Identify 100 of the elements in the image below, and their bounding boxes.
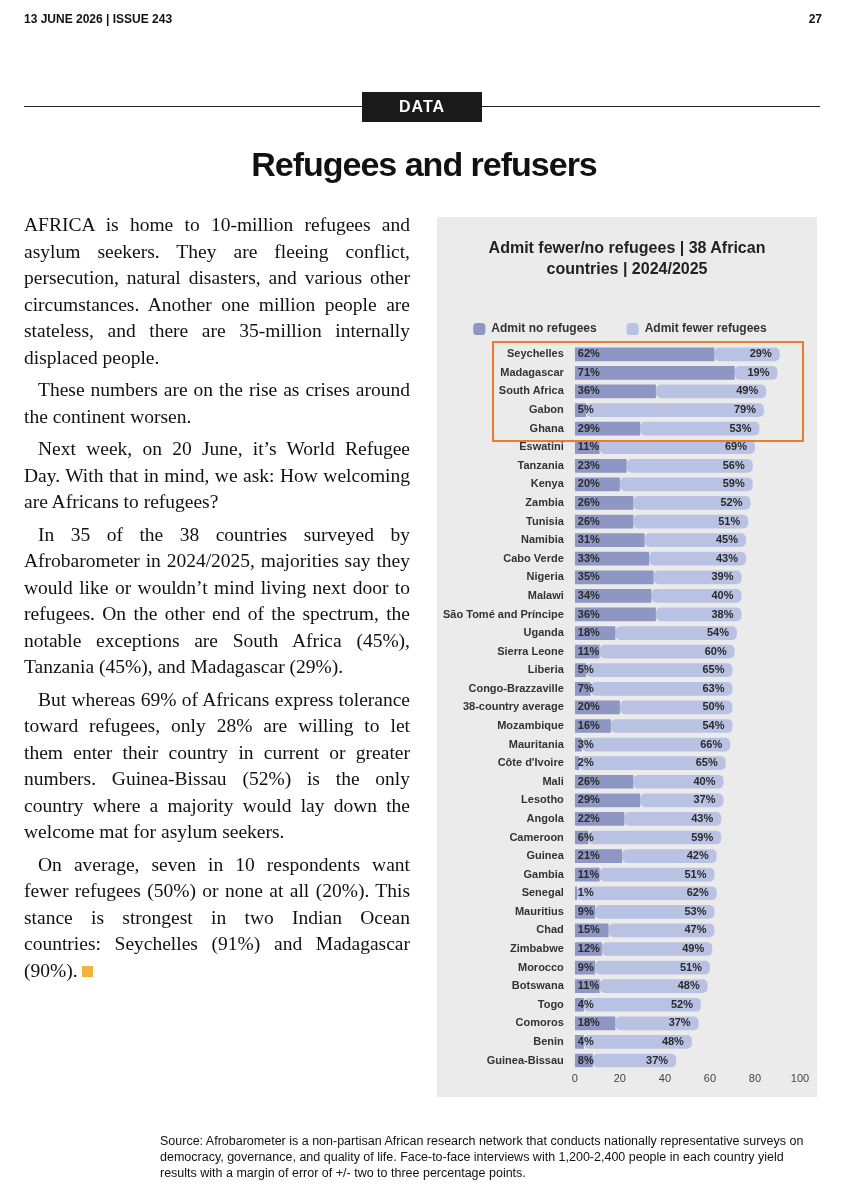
y-tick-label: Cabo Verde xyxy=(503,551,564,564)
data-label: 2% xyxy=(577,756,594,769)
data-label: 51% xyxy=(684,867,707,880)
data-label: 69% xyxy=(724,440,748,453)
data-label: 59% xyxy=(722,477,745,490)
data-label: 20% xyxy=(577,700,601,713)
data-label: 52% xyxy=(720,496,743,508)
y-tick-label: São Tomé and Príncipe xyxy=(442,607,564,620)
bar xyxy=(599,867,715,882)
bar xyxy=(633,496,751,510)
y-tick-label: Chad xyxy=(536,923,564,936)
bar xyxy=(601,942,713,956)
y-tick-label: Namibia xyxy=(521,533,565,546)
text: In 35 of the 38 countries surveyed by Afrobarometer in 2024/2025, majorities say they would like or wouldn’t mind living next door to refugees. On the other end of the spectrum, the notable exceptions are South Africa (45%), Tanzania (45%), and Madagascar (29%). xyxy=(24,522,410,679)
data-label: 60% xyxy=(704,644,727,657)
data-label: 9% xyxy=(577,904,594,917)
data-label: 62% xyxy=(577,347,601,360)
data-label: 79% xyxy=(733,403,757,416)
source-note: Source: Afrobarometer is a non-partisan African research network that conducts nationally representative surveys on democracy, governance, and quality of life. Face-to-face interviews with 1,200-2,400 people in each country yield results with a margin of error of +/- two to three percentage points. xyxy=(160,1133,805,1181)
y-tick-label: Tunisia xyxy=(526,514,565,527)
text: DATA xyxy=(362,92,482,122)
data-label: 29% xyxy=(577,793,601,806)
bar xyxy=(599,644,735,659)
x-tick-label: 100 xyxy=(790,1072,810,1085)
bar xyxy=(577,886,717,901)
text: These numbers are on the rise as crises around the continent worsen. xyxy=(24,378,410,429)
text: But whereas 69% of Africans express tolerance toward refugees, only 28% are willing to let them enter their country in current or greater numbers. Guinea-Bissau (52%) is the only country where a majority would lay down the welcome mat for asylum seekers. xyxy=(24,687,410,844)
bar xyxy=(574,347,715,362)
data-label: 3% xyxy=(577,737,594,750)
y-tick-label: Botswana xyxy=(511,979,565,992)
bar xyxy=(644,533,746,547)
data-label: 48% xyxy=(677,979,700,992)
data-label: 29% xyxy=(577,421,601,434)
bar xyxy=(622,849,717,863)
data-label: 49% xyxy=(736,384,759,397)
data-label: 26% xyxy=(577,774,601,787)
data-label: 54% xyxy=(702,719,725,732)
data-label: 37% xyxy=(668,1016,691,1029)
y-tick-label: Mali xyxy=(542,774,564,787)
y-tick-label: Angola xyxy=(526,811,565,824)
data-label: 22% xyxy=(577,811,601,824)
data-label: 26% xyxy=(577,514,601,527)
data-label: 45% xyxy=(715,533,739,546)
data-label: 43% xyxy=(715,551,739,564)
x-tick-label: 80 xyxy=(748,1072,762,1085)
y-tick-label: Madagascar xyxy=(500,365,565,378)
data-label: 65% xyxy=(702,663,725,676)
text: Next week, on 20 June, it’s World Refugee Day. With that in mind, we ask: How welcoming are Africans to refugees? xyxy=(24,437,410,514)
data-label: 33% xyxy=(577,551,601,564)
y-tick-label: Benin xyxy=(533,1034,565,1047)
data-label: 35% xyxy=(577,570,601,583)
data-label: 40% xyxy=(711,588,734,601)
x-tick-label: 60 xyxy=(703,1072,717,1085)
y-tick-label: Uganda xyxy=(523,626,565,639)
y-tick-label: Guinea-Bissau xyxy=(486,1053,564,1066)
y-tick-label: Sierra Leone xyxy=(497,644,564,657)
data-label: 39% xyxy=(711,570,734,583)
y-tick-label: Gabon xyxy=(528,403,565,416)
bar xyxy=(610,719,733,733)
bar xyxy=(651,589,742,603)
y-tick-label: Cameroon xyxy=(509,830,565,843)
data-label: 51% xyxy=(679,960,703,973)
legend-label: Admit no refugees xyxy=(491,321,597,336)
y-tick-label: Seychelles xyxy=(506,347,564,360)
text: AFRICA is home to 10-million refugees and asylum seekers. They are fleeing conflict, persecution, natural disasters, and various other circumstances. Another one million people are stateless, and there are 35-million internally displaced people. xyxy=(24,213,410,370)
data-label: 47% xyxy=(684,923,707,936)
data-label: 12% xyxy=(577,942,601,955)
y-tick-label: Guinea xyxy=(526,849,565,862)
data-label: 16% xyxy=(577,719,601,732)
y-tick-label: Togo xyxy=(537,997,565,1010)
y-tick-label: Liberia xyxy=(527,663,565,676)
data-label: 65% xyxy=(695,756,718,769)
text: 13 JUNE 2026 | ISSUE 243 xyxy=(24,12,173,26)
data-label: 9% xyxy=(577,960,594,973)
x-tick-label: 20 xyxy=(613,1072,626,1085)
y-tick-label: Tanzania xyxy=(517,458,565,471)
bar xyxy=(640,793,724,808)
y-tick-label: Côte d'Ivoire xyxy=(497,756,564,769)
y-tick-label: Mauritania xyxy=(508,737,565,750)
y-tick-label: Congo-Brazzaville xyxy=(468,681,564,694)
data-label: 36% xyxy=(577,607,601,620)
data-label: 37% xyxy=(646,1053,669,1066)
data-label: 5% xyxy=(577,663,594,676)
data-label: 18% xyxy=(577,1016,601,1029)
text: Refugees and refusers xyxy=(250,145,598,184)
data-label: 36% xyxy=(577,384,601,397)
data-label: 8% xyxy=(577,1053,594,1066)
bar xyxy=(615,1016,699,1031)
bar xyxy=(626,458,753,473)
data-label: 40% xyxy=(693,774,716,787)
data-label: 50% xyxy=(702,700,725,713)
bar xyxy=(599,979,708,994)
data-label: 53% xyxy=(729,421,752,434)
bar xyxy=(574,366,735,380)
y-tick-label: Nigeria xyxy=(526,570,565,583)
data-label: 53% xyxy=(684,904,707,917)
data-label: 42% xyxy=(686,849,709,862)
bar xyxy=(579,756,726,771)
data-label: 4% xyxy=(577,997,594,1010)
data-label: 11% xyxy=(577,979,600,992)
